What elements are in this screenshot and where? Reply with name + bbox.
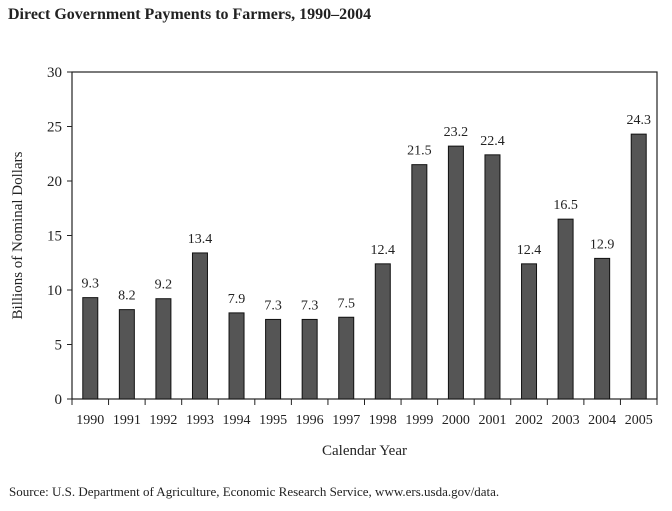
x-tick-label: 1990 (76, 413, 104, 428)
x-tick-label: 2002 (515, 413, 543, 428)
bar-2005 (630, 133, 647, 400)
y-tick-label: 25 (47, 120, 62, 136)
data-label: 9.2 (155, 278, 173, 293)
data-label: 13.4 (188, 232, 213, 247)
bar-1998 (374, 263, 391, 400)
data-label: 8.2 (118, 289, 136, 304)
x-tick-label: 1992 (149, 413, 177, 428)
y-tick-label: 15 (47, 229, 62, 245)
bar-2002 (521, 263, 538, 400)
bar-2003 (557, 218, 574, 400)
x-tick-label: 1998 (369, 413, 397, 428)
y-tick-label: 20 (47, 174, 62, 190)
x-tick-label: 1991 (113, 413, 141, 428)
x-tick-label: 2000 (442, 413, 470, 428)
bar-2000 (447, 145, 464, 400)
data-label: 12.4 (371, 243, 396, 258)
chart-title: Direct Government Payments to Farmers, 1… (8, 6, 372, 23)
data-label: 7.9 (228, 292, 246, 307)
bar-1995 (265, 318, 282, 400)
data-label: 16.5 (553, 198, 578, 213)
bar-1993 (191, 252, 208, 400)
data-label: 9.3 (82, 277, 100, 292)
data-label: 23.2 (444, 125, 469, 140)
x-tick-label: 2001 (478, 413, 506, 428)
bar-1996 (301, 318, 318, 400)
source-note: Source: U.S. Department of Agriculture, … (9, 484, 500, 499)
bar-1991 (118, 309, 135, 400)
y-tick-label: 5 (55, 338, 63, 354)
y-tick-label: 0 (55, 392, 63, 408)
data-label: 24.3 (626, 113, 651, 128)
bar-1997 (338, 316, 355, 400)
data-label: 12.4 (517, 243, 542, 258)
x-tick-label: 2003 (552, 413, 580, 428)
x-tick-label: 1996 (296, 413, 324, 428)
data-label: 7.3 (301, 298, 319, 313)
data-label: 7.5 (337, 296, 355, 311)
data-label: 12.9 (590, 237, 615, 252)
bar-1992 (155, 298, 172, 400)
x-tick-label: 2004 (588, 413, 616, 428)
x-tick-label: 1999 (405, 413, 433, 428)
x-tick-label: 1995 (259, 413, 287, 428)
x-tick-label: 1994 (223, 413, 251, 428)
y-tick-label: 30 (47, 65, 62, 81)
x-tick-label: 2005 (625, 413, 653, 428)
data-label: 7.3 (264, 298, 282, 313)
bar-1999 (411, 164, 428, 400)
x-tick-label: 1997 (332, 413, 360, 428)
bar-2001 (484, 154, 501, 400)
bar-1994 (228, 312, 245, 400)
y-axis-label: Billions of Nominal Dollars (10, 151, 26, 319)
x-axis-label: Calendar Year (322, 443, 407, 459)
data-label: 22.4 (480, 134, 505, 149)
y-tick-label: 10 (47, 283, 62, 299)
bar-2004 (594, 257, 611, 400)
x-tick-label: 1993 (186, 413, 214, 428)
bar-1990 (82, 297, 99, 400)
data-label: 21.5 (407, 144, 432, 159)
